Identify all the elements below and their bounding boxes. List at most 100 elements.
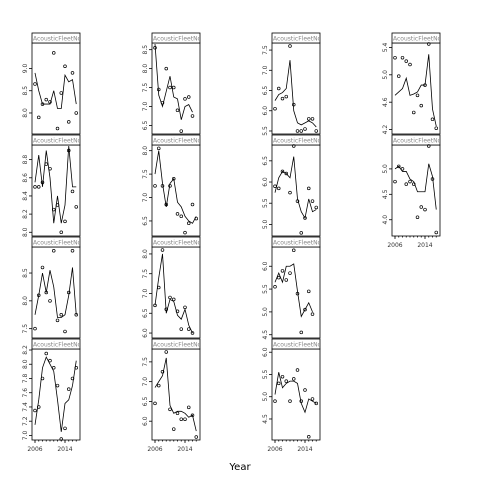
strip: [151, 236, 201, 248]
data-point: [310, 199, 315, 203]
data-point: [179, 327, 184, 331]
x-axis-label: Year: [228, 462, 251, 473]
y-tick-label: 8.4: [22, 191, 29, 201]
y-tick-label: 8.0: [22, 227, 29, 237]
data-point: [397, 164, 401, 169]
y-tick-label: 7.0: [142, 193, 149, 203]
y-tick-label: 8.0: [142, 249, 149, 259]
data-point: [59, 230, 63, 235]
data-point: [412, 182, 416, 186]
series-line: [154, 357, 197, 432]
y-tick-label: 8.8: [22, 155, 29, 165]
y-tick-label: 6.5: [142, 120, 149, 130]
y-tick-label: 7.6: [22, 388, 29, 398]
strip-label: AcousticFleetNo: [273, 36, 322, 43]
y-tick-label: 6.0: [262, 261, 269, 271]
y-tick-label: 7.5: [142, 83, 149, 93]
y-tick-label: 5.5: [262, 198, 269, 208]
data-point: [63, 64, 67, 68]
data-point: [288, 44, 292, 48]
data-point: [284, 278, 289, 282]
y-tick-label: 8.0: [142, 64, 149, 74]
data-point: [408, 62, 412, 67]
data-point: [44, 97, 48, 102]
y-tick-label: 8.0: [22, 359, 29, 369]
y-tick-label: 7.0: [22, 430, 29, 440]
strip: [151, 338, 201, 350]
data-point: [175, 309, 180, 314]
y-tick-label: 7.0: [262, 65, 269, 75]
data-point: [310, 312, 315, 316]
x-tick-label: 2014: [177, 446, 192, 453]
x-tick-label: 2006: [147, 446, 162, 453]
x-tick-label: 2014: [417, 242, 432, 249]
data-point: [157, 146, 161, 151]
y-tick-label: 8.0: [22, 108, 29, 118]
strip: [31, 236, 81, 248]
data-point: [314, 401, 319, 406]
y-tick-label: 5.0: [262, 392, 269, 402]
data-point: [153, 303, 157, 308]
data-point: [157, 285, 161, 290]
strip: [271, 134, 321, 146]
series-line: [34, 145, 77, 224]
y-tick-label: 8.2: [22, 345, 29, 355]
strip-label: AcousticFleetNo: [153, 36, 202, 43]
data-point: [44, 351, 48, 356]
data-point: [280, 374, 285, 379]
data-point: [273, 106, 277, 111]
data-point: [160, 100, 165, 105]
data-point: [179, 129, 184, 133]
data-point: [172, 85, 176, 90]
data-point: [288, 399, 292, 403]
data-point: [280, 269, 285, 273]
data-point: [55, 126, 60, 131]
panel-3: AcousticFleetNo 5.5 6.0 6.5 7.0 7.5: [262, 32, 322, 136]
data-point: [74, 111, 78, 115]
data-point: [183, 417, 187, 421]
data-point: [280, 96, 285, 101]
y-tick-label: 7.5: [142, 269, 149, 279]
x-tick-label: 2014: [57, 446, 72, 453]
data-point: [40, 265, 45, 270]
data-point: [70, 376, 75, 381]
panel-1: AcousticFleetNo 8.0 8.5 9.0: [22, 32, 81, 135]
y-tick-label: 4.5: [262, 414, 269, 424]
data-point: [307, 289, 311, 294]
data-point: [51, 207, 56, 212]
panel-8: AcousticFleetNo 4.0 4.5 5.0 2006 2014: [382, 134, 441, 249]
data-point: [33, 185, 37, 189]
y-tick-label: 8.0: [22, 296, 29, 306]
data-point: [172, 177, 176, 181]
data-point: [303, 216, 307, 220]
x-tick-label: 2006: [387, 242, 402, 249]
y-tick-label: 6.5: [262, 156, 269, 166]
strip-label: AcousticFleetNo: [273, 138, 322, 145]
data-point: [175, 108, 180, 113]
data-point: [63, 219, 67, 224]
y-tick-label: 7.0: [142, 289, 149, 299]
data-point: [397, 74, 401, 78]
series-line: [34, 72, 77, 109]
data-point: [48, 100, 52, 104]
data-point: [51, 366, 56, 370]
panel-9: AcousticFleetNo 7.5 8.0 8.5: [22, 236, 81, 339]
y-tick-label: 6.5: [142, 216, 149, 226]
y-tick-label: 5.0: [382, 70, 389, 80]
data-point: [310, 117, 315, 121]
y-tick-label: 5.5: [262, 370, 269, 380]
strip: [271, 236, 321, 248]
data-point: [393, 55, 397, 60]
data-point: [70, 71, 75, 75]
data-point: [179, 214, 184, 219]
data-point: [164, 202, 169, 207]
data-point: [194, 216, 199, 221]
data-point: [295, 199, 300, 203]
data-point: [44, 290, 48, 295]
data-point: [303, 127, 307, 131]
y-tick-label: 8.0: [142, 146, 149, 156]
series-line: [274, 60, 317, 128]
y-tick-label: 6.0: [262, 106, 269, 116]
data-point: [307, 186, 311, 191]
data-point: [423, 207, 427, 212]
